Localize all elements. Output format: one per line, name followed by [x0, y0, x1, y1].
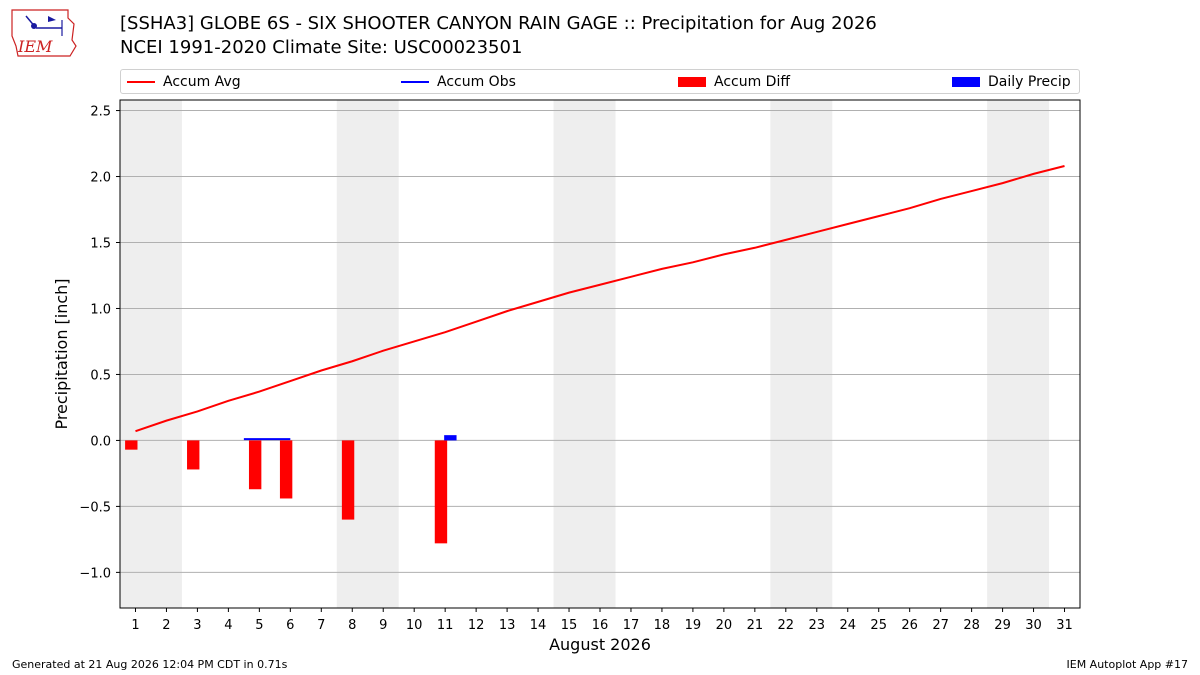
- x-tick-label: 22: [778, 618, 795, 633]
- y-tick-label: −0.5: [79, 500, 111, 515]
- x-tick-label: 30: [1025, 618, 1042, 633]
- accum-diff-bar: [341, 440, 355, 520]
- x-tick-label: 16: [592, 618, 609, 633]
- legend-label-accum-avg: Accum Avg: [163, 74, 241, 90]
- x-tick-label: 11: [437, 618, 454, 633]
- footer-generated: Generated at 21 Aug 2026 12:04 PM CDT in…: [12, 658, 288, 671]
- y-tick-label: 1.5: [90, 237, 111, 252]
- x-axis-label: August 2026: [549, 635, 651, 654]
- x-tick-label: 21: [747, 618, 764, 633]
- plot-frame: [119, 99, 1081, 609]
- legend: Accum Avg Accum Obs Accum Diff Daily Pre…: [120, 69, 1080, 94]
- y-tick-label: 2.0: [90, 171, 111, 186]
- x-tick-label: 4: [224, 618, 232, 633]
- legend-label-accum-obs: Accum Obs: [437, 74, 516, 90]
- x-tick-label: 31: [1056, 618, 1073, 633]
- y-tick-label: 2.5: [90, 105, 111, 120]
- x-tick-label: 19: [685, 618, 702, 633]
- x-tick-label: 13: [499, 618, 516, 633]
- x-tick-label: 7: [317, 618, 325, 633]
- chart-subtitle: NCEI 1991-2020 Climate Site: USC00023501: [120, 37, 523, 58]
- accum-diff-bar: [248, 440, 262, 490]
- x-tick-label: 6: [286, 618, 294, 633]
- weekend-band: [770, 100, 833, 608]
- accum-diff-bar: [279, 440, 293, 499]
- legend-item-accum-obs: Accum Obs: [401, 73, 516, 91]
- y-axis-label: Precipitation [inch]: [52, 278, 71, 429]
- legend-label-accum-diff: Accum Diff: [714, 74, 791, 90]
- x-tick-label: 12: [468, 618, 485, 633]
- x-tick-label: 14: [530, 618, 547, 633]
- x-tick-label: 9: [379, 618, 387, 633]
- svg-text:IEM: IEM: [17, 37, 53, 56]
- accum-diff-bar: [434, 440, 448, 544]
- legend-label-daily-precip: Daily Precip: [988, 74, 1071, 90]
- x-tick-label: 1: [131, 618, 139, 633]
- y-tick-label: 0.0: [90, 434, 111, 449]
- x-tick-label: 15: [561, 618, 578, 633]
- x-tick-label: 20: [716, 618, 733, 633]
- x-tick-label: 5: [255, 618, 263, 633]
- x-tick-label: 8: [348, 618, 356, 633]
- x-tick-label: 18: [654, 618, 671, 633]
- legend-swatch-daily-precip: [952, 77, 980, 87]
- legend-swatch-accum-diff: [678, 77, 706, 87]
- x-tick-label: 17: [623, 618, 640, 633]
- weekend-band: [120, 100, 182, 608]
- x-tick-label: 23: [809, 618, 826, 633]
- daily-precip-bar: [444, 435, 457, 441]
- x-tick-label: 25: [870, 618, 887, 633]
- x-tick-label: 10: [406, 618, 423, 633]
- accum-diff-bar: [187, 440, 200, 470]
- weekend-band: [336, 100, 399, 608]
- x-tick-label: 26: [901, 618, 918, 633]
- legend-item-accum-avg: Accum Avg: [127, 73, 241, 91]
- legend-item-accum-diff: Accum Diff: [678, 73, 790, 91]
- accum-avg-line: [135, 165, 1065, 433]
- y-tick-label: 1.0: [90, 302, 111, 317]
- x-tick-label: 24: [839, 618, 856, 633]
- x-tick-label: 2: [162, 618, 170, 633]
- x-tick-label: 27: [932, 618, 949, 633]
- y-tick-label: −1.0: [79, 566, 111, 581]
- iem-logo: IEM: [11, 9, 77, 57]
- accum-diff-bar: [125, 440, 138, 450]
- footer-app: IEM Autoplot App #17: [1066, 658, 1189, 671]
- legend-swatch-accum-obs: [401, 81, 429, 83]
- weekend-band: [553, 100, 616, 608]
- x-tick-label: 28: [963, 618, 980, 633]
- x-tick-label: 3: [193, 618, 201, 633]
- x-tick-label: 29: [994, 618, 1011, 633]
- y-tick-label: 0.5: [90, 368, 111, 383]
- legend-item-daily-precip: Daily Precip: [952, 73, 1071, 91]
- chart-title: [SSHA3] GLOBE 6S - SIX SHOOTER CANYON RA…: [120, 13, 877, 34]
- legend-swatch-accum-avg: [127, 81, 155, 83]
